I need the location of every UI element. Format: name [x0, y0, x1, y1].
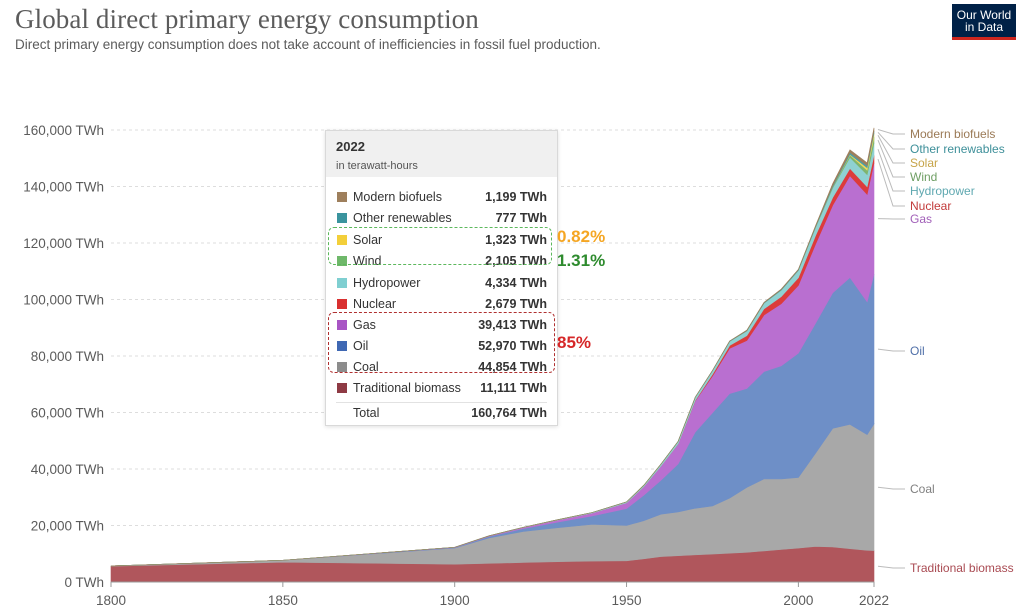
tooltip-row-other-renewables: Other renewables 777 TWh: [326, 209, 557, 227]
logo-line-1: Our World: [956, 8, 1012, 22]
tooltip-total-value: 160,764 TWh: [471, 406, 547, 420]
tooltip-row-hydropower: Hydropower 4,334 TWh: [326, 274, 557, 292]
y-tick-label: 20,000 TWh: [31, 519, 104, 534]
stacked-areas[interactable]: [110, 127, 875, 583]
logo-line-2: in Data: [964, 20, 1004, 34]
legend-connector-nuclear: [877, 158, 905, 207]
legend-label-wind[interactable]: Wind: [910, 170, 937, 184]
legend-label-coal[interactable]: Coal: [910, 482, 935, 496]
tooltip-swatch-solar: [337, 235, 347, 245]
area-modern-biofuels[interactable]: [110, 127, 875, 567]
tooltip-name-oil: Oil: [353, 339, 369, 353]
legend-connector-coal: [877, 486, 905, 490]
wind-share-annotation: 1.31%: [557, 251, 606, 270]
tooltip-total-row: Total 160,764 TWh: [326, 404, 557, 422]
tooltip-value-coal: 44,854 TWh: [478, 360, 547, 374]
tooltip-row-oil: Oil 52,970 TWh: [326, 337, 557, 355]
y-tick-label: 60,000 TWh: [31, 406, 104, 421]
legend-connector-modern-biofuels: [877, 129, 905, 135]
tooltip-value-hydropower: 4,334 TWh: [485, 276, 547, 290]
tooltip-value-traditional-biomass: 11,111 TWh: [480, 381, 547, 395]
tooltip-name-other-renewables: Other renewables: [353, 211, 452, 225]
legend-label-hydropower[interactable]: Hydropower: [910, 184, 975, 198]
legend-connector-solar: [877, 135, 905, 164]
y-tick-label: 80,000 TWh: [31, 349, 104, 364]
tooltip-swatch-gas: [337, 320, 347, 330]
tooltip-name-gas: Gas: [353, 318, 376, 332]
tooltip-header: 2022 in terawatt-hours: [326, 131, 557, 177]
tooltip-swatch-wind: [337, 256, 347, 266]
legend-connector-other-renewables: [877, 131, 905, 150]
tooltip-value-gas: 39,413 TWh: [478, 318, 547, 332]
tooltip-panel: 2022 in terawatt-hours Modern biofuels 1,…: [325, 130, 558, 426]
legend-connector-traditional-biomass: [877, 565, 905, 569]
legend-label-traditional-biomass[interactable]: Traditional biomass: [910, 561, 1014, 575]
tooltip-swatch-other-renewables: [337, 213, 347, 223]
tooltip-name-modern-biofuels: Modern biofuels: [353, 190, 442, 204]
solar-share-annotation: 0.82%: [557, 227, 606, 246]
x-tick-label: 2000: [783, 593, 813, 608]
tooltip-value-other-renewables: 777 TWh: [495, 211, 547, 225]
x-tick-label: 1950: [612, 593, 642, 608]
tooltip-name-coal: Coal: [353, 360, 379, 374]
tooltip-swatch-modern-biofuels: [337, 192, 347, 202]
tooltip-row-coal: Coal 44,854 TWh: [326, 358, 557, 376]
owid-logo[interactable]: Our World in Data: [952, 4, 1016, 40]
tooltip-name-traditional-biomass: Traditional biomass: [353, 381, 461, 395]
x-tick-label: 1900: [440, 593, 470, 608]
y-tick-label: 140,000 TWh: [23, 180, 104, 195]
tooltip-name-nuclear: Nuclear: [353, 297, 397, 311]
tooltip-swatch-traditional-biomass: [337, 383, 347, 393]
tooltip-row-modern-biofuels: Modern biofuels 1,199 TWh: [326, 188, 557, 206]
x-tick-label: 2022: [859, 593, 889, 608]
y-tick-label: 120,000 TWh: [23, 236, 104, 251]
grid-lines: [111, 129, 874, 526]
legend[interactable]: Traditional biomass Coal Oil GasNuclearHydr…: [877, 127, 1014, 575]
fossil-highlight-box: [328, 312, 555, 373]
tooltip-row-gas: Gas 39,413 TWh: [326, 316, 557, 334]
legend-label-gas[interactable]: Gas: [910, 212, 932, 226]
legend-connector-hydropower: [877, 149, 905, 192]
chart-title: Global direct primary energy consumption: [15, 4, 479, 34]
tooltip-swatch-coal: [337, 362, 347, 372]
tooltip-swatch-nuclear: [337, 299, 347, 309]
tooltip-unit: in terawatt-hours: [336, 160, 418, 172]
legend-label-oil[interactable]: Oil: [910, 344, 925, 358]
y-tick-label: 160,000 TWh: [23, 123, 104, 138]
x-tick-label: 1850: [268, 593, 298, 608]
tooltip-divider: [336, 402, 547, 403]
legend-label-solar[interactable]: Solar: [910, 156, 938, 170]
fossil-share-annotation: 85%: [557, 333, 592, 352]
x-tick-label: 1800: [96, 593, 126, 608]
legend-label-modern-biofuels[interactable]: Modern biofuels: [910, 127, 995, 141]
legend-label-other-renewables[interactable]: Other renewables: [910, 142, 1005, 156]
tooltip-swatch-hydropower: [337, 278, 347, 288]
tooltip-row-nuclear: Nuclear 2,679 TWh: [326, 295, 557, 313]
tooltip-row-solar: Solar 1,323 TWh: [326, 231, 557, 249]
tooltip-name-hydropower: Hydropower: [353, 276, 421, 290]
tooltip-name-solar: Solar: [353, 233, 383, 247]
chart-subtitle: Direct primary energy consumption does n…: [15, 37, 601, 52]
tooltip-row-traditional-biomass: Traditional biomass 11,111 TWh: [326, 379, 557, 397]
renewables-highlight-box: [328, 227, 552, 265]
y-tick-label: 40,000 TWh: [31, 462, 104, 477]
y-tick-label: 0 TWh: [64, 575, 104, 590]
tooltip-value-oil: 52,970 TWh: [478, 339, 547, 353]
legend-connector-wind: [877, 139, 905, 178]
y-tick-label: 100,000 TWh: [23, 293, 104, 308]
tooltip-value-solar: 1,323 TWh: [485, 233, 547, 247]
tooltip-year: 2022: [336, 139, 365, 154]
tooltip-total-label: Total: [353, 406, 380, 420]
legend-label-nuclear[interactable]: Nuclear: [910, 199, 951, 213]
legend-connector-oil: [877, 348, 905, 352]
axes: 0 TWh 20,000 TWh 40,000 TWh 60,000 TWh 80,00…: [23, 123, 889, 608]
tooltip-value-nuclear: 2,679 TWh: [485, 297, 547, 311]
tooltip-swatch-oil: [337, 341, 347, 351]
tooltip-value-modern-biofuels: 1,199 TWh: [485, 190, 547, 204]
